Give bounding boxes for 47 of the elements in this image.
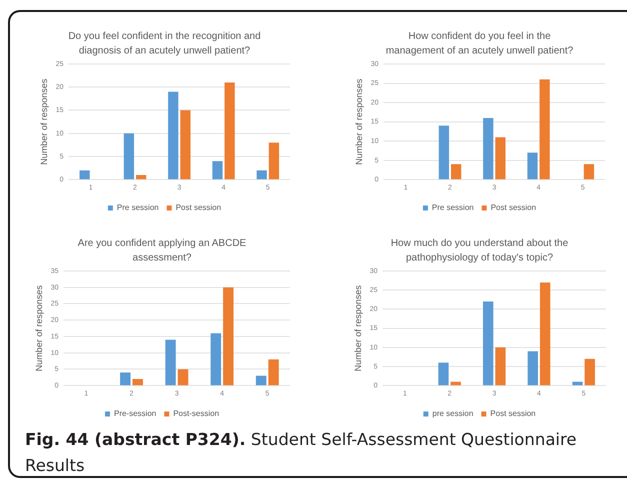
bar bbox=[180, 110, 190, 180]
legend-label: Pre session bbox=[432, 203, 474, 212]
bar bbox=[584, 358, 595, 386]
bar bbox=[268, 142, 280, 180]
bar bbox=[438, 126, 450, 180]
bar bbox=[168, 92, 178, 180]
legend-label: pre session bbox=[432, 409, 474, 418]
bar bbox=[540, 79, 550, 180]
y-axis-title: Number of responses bbox=[352, 284, 363, 372]
text: Fig. 44 (abstract P324). Student Self-Assessment Questionnaire Results bbox=[25, 430, 577, 475]
bar bbox=[165, 340, 176, 386]
bar bbox=[178, 369, 188, 386]
bar bbox=[120, 372, 131, 386]
legend-label: Post session bbox=[176, 203, 222, 212]
bar bbox=[124, 133, 134, 180]
bar bbox=[438, 362, 449, 386]
legend-label: Post session bbox=[490, 203, 536, 212]
legend-label: Pre-session bbox=[114, 409, 156, 418]
bar bbox=[482, 302, 494, 386]
chart-title: Are you confident applying an ABCDE assessment? bbox=[78, 238, 247, 264]
chart-title: How confident do you feel in the management of an acutely unwell patient? bbox=[386, 31, 574, 56]
bar bbox=[495, 347, 506, 386]
chart-title: Do you feel confident in the recognition and diagnosis of an acutely unwell patient? bbox=[68, 31, 261, 56]
bar bbox=[495, 137, 506, 180]
bar bbox=[210, 333, 222, 386]
y-axis-title: Number of responses bbox=[354, 78, 364, 165]
bar bbox=[212, 161, 223, 180]
y-axis-title: Number of responses bbox=[38, 78, 49, 165]
bar bbox=[132, 379, 143, 386]
bar bbox=[136, 174, 146, 180]
bar bbox=[528, 351, 538, 386]
bar bbox=[223, 287, 234, 386]
legend-label: Post session bbox=[490, 409, 536, 418]
y-axis-title: Number of responses bbox=[34, 284, 44, 372]
bar bbox=[256, 170, 267, 180]
bar bbox=[450, 164, 462, 180]
bar bbox=[80, 170, 90, 180]
bar bbox=[224, 82, 235, 180]
chart-title: How much do you understand about the pathophysiology of today's topic? bbox=[390, 238, 569, 264]
legend-label: Pre session bbox=[116, 203, 159, 212]
bar bbox=[527, 152, 538, 180]
bar bbox=[584, 164, 594, 180]
bar bbox=[483, 118, 494, 180]
bar bbox=[256, 376, 266, 386]
legend-label: Post-session bbox=[173, 409, 220, 418]
bar bbox=[268, 359, 279, 386]
bar bbox=[540, 282, 550, 386]
